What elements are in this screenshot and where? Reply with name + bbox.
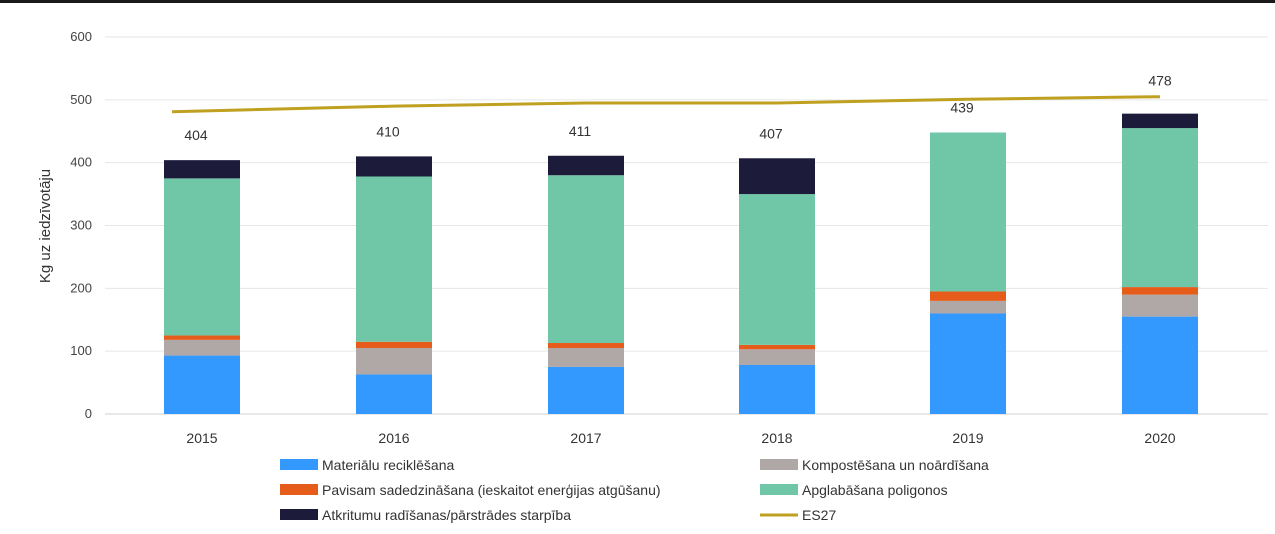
x-tick-label: 2020: [1144, 430, 1175, 446]
bar-segment: [164, 178, 240, 336]
x-tick-label: 2019: [952, 430, 983, 446]
legend-label: Atkritumu radīšanas/pārstrādes starpība: [322, 507, 571, 523]
bar-segment: [930, 313, 1006, 414]
bar-segment: [739, 194, 815, 345]
legend-label: Apglabāšana poligonos: [802, 482, 948, 498]
bar-segment: [739, 158, 815, 195]
legend-swatch: [760, 484, 798, 495]
legend-swatch: [280, 484, 318, 495]
y-tick-label: 400: [70, 155, 92, 170]
es27-line: [171, 95, 1161, 114]
bar-segment: [1122, 113, 1198, 129]
gridlines: [105, 36, 1268, 415]
legend-label: Kompostēšana un noārdīšana: [802, 457, 989, 473]
bar-segment: [739, 364, 815, 414]
bar-segment: [548, 366, 624, 414]
y-tick-label: 0: [85, 406, 92, 421]
bar-segment: [1122, 294, 1198, 317]
bar-segment: [356, 341, 432, 349]
bar-total-label: 439: [950, 100, 974, 116]
top-border: [0, 0, 1275, 3]
x-tick-label: 2016: [378, 430, 409, 446]
bar-segment: [739, 344, 815, 350]
bar-total-label: 410: [376, 123, 400, 139]
bar-segment: [1122, 128, 1198, 288]
bar-total-label: 404: [184, 127, 208, 143]
legend-label: Materiālu reciklēšana: [322, 457, 454, 473]
bar-segment: [164, 355, 240, 414]
x-tick-label: 2015: [186, 430, 217, 446]
bar-total-label: 478: [1148, 73, 1172, 89]
bar-total-label: 407: [759, 125, 783, 141]
x-tick-label: 2018: [761, 430, 792, 446]
x-tick-label: 2017: [570, 430, 601, 446]
bar-segment: [164, 339, 240, 356]
legend-swatch: [280, 459, 318, 470]
bar-segment: [930, 132, 1006, 292]
legend-label: ES27: [802, 507, 836, 523]
bar-segment: [548, 155, 624, 176]
legend-swatch: [760, 459, 798, 470]
y-axis-ticks: 0 100 200 300 400 500 600: [70, 29, 92, 421]
es27-line-series: [171, 95, 1161, 114]
bar-segment: [1122, 287, 1198, 295]
bar-segment: [356, 176, 432, 342]
bar-segment: [356, 156, 432, 177]
legend-swatch: [280, 509, 318, 520]
legend: Materiālu reciklēšana Kompostēšana un noā…: [280, 457, 989, 523]
bar-segment: [548, 175, 624, 343]
legend-label: Pavisam sadedzināšana (ieskaitot enerģij…: [322, 482, 661, 498]
y-tick-label: 500: [70, 92, 92, 107]
y-tick-label: 300: [70, 218, 92, 233]
x-axis-ticks: 2015 2016 2017 2018 2019 2020: [186, 430, 1175, 446]
bar-segment: [739, 349, 815, 365]
bar-segment: [548, 348, 624, 367]
bar-segment: [356, 348, 432, 375]
y-tick-label: 100: [70, 343, 92, 358]
bar-segment: [930, 300, 1006, 314]
y-tick-label: 600: [70, 29, 92, 44]
y-tick-label: 200: [70, 280, 92, 295]
bar-segment: [356, 374, 432, 414]
total-labels: 404 410 411 407 439 478: [184, 73, 1172, 143]
bar-segment: [1122, 316, 1198, 414]
bar-segment: [164, 335, 240, 340]
bar-segment: [164, 160, 240, 179]
bars: [164, 113, 1198, 414]
bar-total-label: 411: [569, 123, 592, 139]
y-axis-label: Kg uz iedzīvotāju: [37, 169, 54, 283]
bar-segment: [548, 342, 624, 349]
bar-segment: [930, 291, 1006, 301]
